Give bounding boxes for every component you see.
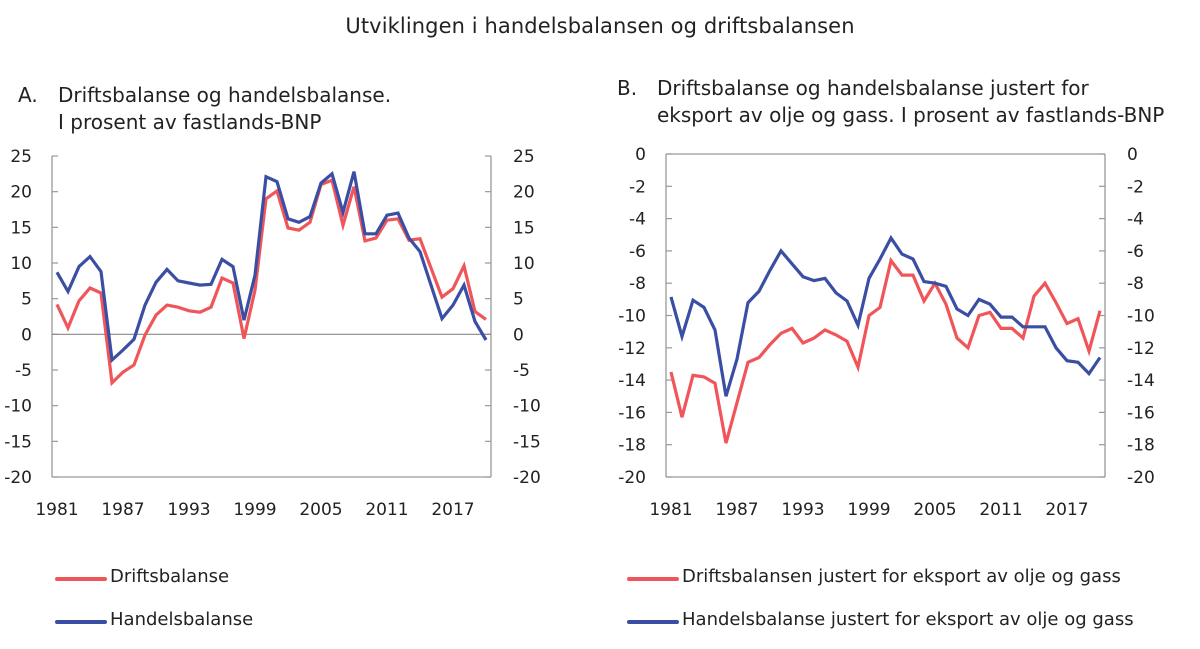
y-tick-label-right: 10 [513, 254, 535, 274]
y-tick-label-left: 5 [21, 290, 32, 310]
y-tick-label-right: -6 [1127, 242, 1144, 262]
x-tick-label: 1981 [649, 500, 692, 520]
y-tick-label-left: -14 [618, 371, 646, 391]
y-tick-label-right: 20 [513, 183, 535, 203]
legend-swatch-red [55, 577, 107, 581]
legend-label: Handelsbalanse [110, 609, 254, 630]
y-tick-label-left: -20 [618, 468, 646, 488]
y-tick-label-left: -5 [15, 361, 32, 381]
y-tick-label-left: 0 [21, 325, 32, 345]
series-line-blue [669, 234, 1102, 397]
y-tick-label-right: -15 [513, 432, 541, 452]
x-tick-label: 1987 [101, 500, 144, 520]
panel-b-title-line2: eksport av olje og gass. I prosent av fa… [657, 103, 1165, 127]
y-tick-label-left: 15 [10, 218, 32, 238]
y-tick-label-right: -18 [1127, 436, 1155, 456]
y-tick-label-left: -4 [629, 210, 646, 230]
legend-swatch-blue [627, 620, 679, 624]
x-tick-label: 1981 [35, 500, 78, 520]
x-tick-label: 2011 [979, 500, 1022, 520]
y-tick-label-right: -12 [1127, 339, 1155, 359]
x-tick-label: 1993 [781, 500, 824, 520]
y-tick-label-left: -12 [618, 339, 646, 359]
x-tick-label: 2017 [1045, 500, 1088, 520]
y-tick-label-left: 10 [10, 254, 32, 274]
y-tick-label-left: -15 [4, 432, 32, 452]
series-line-red [55, 178, 487, 387]
y-tick-label-right: -4 [1127, 210, 1144, 230]
y-tick-label-left: -16 [618, 403, 646, 423]
x-tick-label: 1993 [167, 500, 210, 520]
y-tick-label-right: 25 [513, 147, 535, 167]
x-tick-label: 2005 [299, 500, 342, 520]
x-tick-label: 1999 [847, 500, 890, 520]
series-line-red [669, 256, 1102, 444]
x-tick-label: 1999 [233, 500, 276, 520]
panel-a-title-line2: I prosent av fastlands-BNP [58, 110, 322, 134]
y-tick-label-right: -8 [1127, 274, 1144, 294]
panel-a-title-line1: Driftsbalanse og handelsbalanse. [58, 83, 392, 107]
x-tick-label: 2011 [365, 500, 408, 520]
y-tick-label-left: -20 [4, 468, 32, 488]
y-tick-label-right: -10 [1127, 307, 1155, 327]
x-tick-label: 2017 [431, 500, 474, 520]
y-tick-label-right: -20 [1127, 468, 1155, 488]
y-tick-label-left: 25 [10, 147, 32, 167]
y-tick-label-right: 0 [513, 325, 524, 345]
y-tick-label-left: 0 [635, 145, 646, 165]
y-tick-label-right: 0 [1127, 145, 1138, 165]
legend-label: Driftsbalansen justert for eksport av ol… [682, 566, 1121, 587]
figure-title: Utviklingen i handelsbalansen og driftsb… [345, 14, 855, 38]
y-tick-label-left: -10 [618, 307, 646, 327]
chart-a: 25 20 15 10 5 0 -5 -10 -15 -20 25 20 15 10 5 0 -5 -10 -15 -… [4, 147, 541, 520]
series-line-blue [55, 170, 488, 364]
y-tick-label-left: -2 [629, 177, 646, 197]
y-tick-label-right: -14 [1127, 371, 1155, 391]
y-tick-label-right: -10 [513, 397, 541, 417]
y-tick-label-right: -5 [513, 361, 530, 381]
y-tick-label-right: 15 [513, 218, 535, 238]
legend-label: Driftsbalanse [110, 566, 230, 587]
y-tick-label-right: 5 [513, 290, 524, 310]
y-tick-label-left: -6 [629, 242, 646, 262]
x-tick-label: 1987 [715, 500, 758, 520]
y-tick-label-left: -10 [4, 397, 32, 417]
y-tick-label-left: 20 [10, 183, 32, 203]
y-tick-label-right: -20 [513, 468, 541, 488]
panel-b-letter: B. [617, 76, 638, 100]
y-tick-label-right: -2 [1127, 177, 1144, 197]
panel-a-letter: A. [18, 83, 38, 107]
y-tick-label-left: -8 [629, 274, 646, 294]
panel-b-title-line1: Driftsbalanse og handelsbalanse justert … [657, 76, 1089, 100]
chart-b: 0 -2 -4 -6 -8 -10 -12 -14 -16 -18 -20 0 -2 -4 -6 -8 -10 -… [618, 145, 1155, 520]
legend-label: Handelsbalanse justert for eksport av ol… [682, 609, 1134, 630]
y-tick-label-right: -16 [1127, 403, 1155, 423]
x-tick-label: 2005 [913, 500, 956, 520]
legend-swatch-blue [55, 620, 107, 624]
y-tick-label-left: -18 [618, 436, 646, 456]
legend-swatch-red [627, 577, 679, 581]
